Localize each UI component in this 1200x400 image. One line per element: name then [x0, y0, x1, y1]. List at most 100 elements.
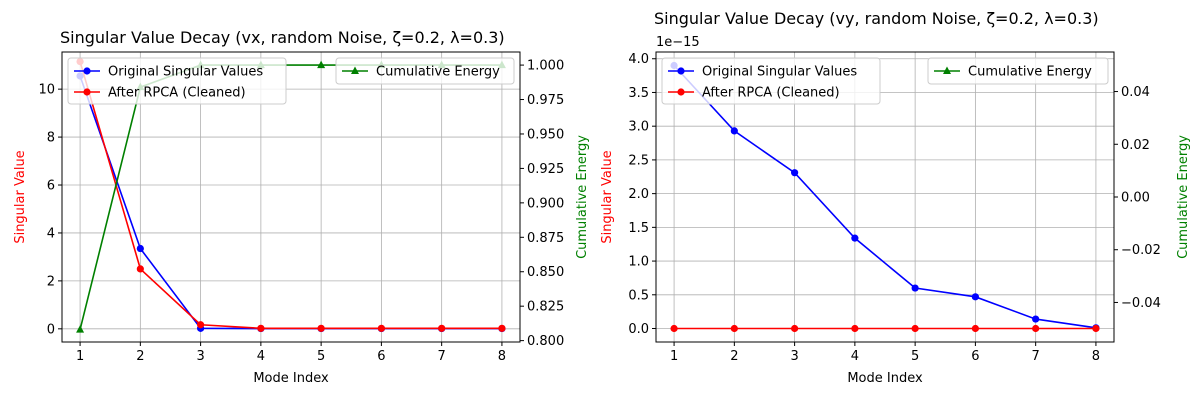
x-axis-label: Mode Index — [847, 371, 923, 386]
legend-box — [335, 57, 515, 85]
x-tick-label: 1 — [670, 349, 678, 364]
data-point-original — [911, 284, 919, 292]
data-point-original — [730, 127, 738, 135]
series-line-cleaned — [79, 61, 502, 330]
series-line-original — [673, 64, 1097, 329]
y-tick-label: 3.0 — [628, 120, 649, 135]
data-point-cleaned — [317, 324, 325, 332]
legend-marker — [943, 66, 951, 74]
chart-title: Singular Value Decay (vx, random Noise, … — [60, 28, 505, 47]
y2-tick-label: 0.875 — [527, 231, 564, 246]
y-offset-label: 1e−15 — [656, 35, 700, 50]
y2-tick-label: 0.925 — [527, 162, 564, 177]
y2-tick-label: 0.800 — [527, 334, 564, 349]
x-tick-label: 8 — [1092, 349, 1100, 364]
y2-tick-label: 0.04 — [1121, 85, 1150, 100]
data-point-energy — [317, 60, 326, 69]
data-point-cleaned — [197, 321, 205, 329]
y-tick-label: 3.5 — [628, 86, 649, 101]
x-tick-label: 4 — [257, 349, 265, 364]
y2-tick-label: 0.00 — [1121, 191, 1150, 206]
y-tick-label: 1.0 — [628, 255, 649, 270]
x-tick-label: 8 — [498, 349, 506, 364]
y-tick-label: 1.5 — [628, 221, 649, 236]
x-tick-label: 5 — [317, 349, 325, 364]
legend-marker — [351, 66, 359, 74]
legend-label: Cumulative Energy — [968, 65, 1092, 80]
chart-title: Singular Value Decay (vy, random Noise, … — [654, 9, 1099, 28]
y2-tick-label: −0.04 — [1121, 296, 1161, 311]
x-tick-label: 2 — [136, 349, 144, 364]
data-point-cleaned — [851, 324, 859, 333]
legend-label: Original Singular Values — [702, 65, 857, 80]
x-tick-label: 2 — [730, 349, 738, 364]
x-tick-label: 1 — [76, 349, 84, 364]
data-point-cleaned — [670, 324, 678, 333]
data-point-cleaned — [1032, 324, 1040, 333]
y-tick-label: 0.0 — [628, 322, 649, 337]
x-axis-label: Mode Index — [253, 371, 329, 386]
x-tick-label: 6 — [377, 349, 385, 364]
plot-frame — [61, 51, 521, 343]
y2-tick-label: 0.825 — [527, 300, 564, 315]
y2-tick-label: 0.900 — [527, 196, 564, 211]
y-tick-label: 0.5 — [628, 288, 649, 303]
legend-marker — [83, 88, 91, 96]
data-point-cleaned — [730, 324, 738, 333]
data-point-original — [791, 169, 799, 177]
data-point-cleaned — [1092, 324, 1100, 333]
x-tick-label: 3 — [790, 349, 798, 364]
y-tick-label: 4.0 — [628, 52, 649, 67]
legend-box — [927, 57, 1109, 85]
data-point-cleaned — [257, 324, 265, 332]
x-tick-label: 5 — [911, 349, 919, 364]
y-tick-label: 2 — [47, 274, 55, 289]
y-tick-label: 4 — [47, 226, 55, 241]
y-tick-label: 6 — [47, 179, 55, 194]
data-point-cleaned — [791, 324, 799, 333]
x-tick-label: 7 — [438, 349, 446, 364]
x-tick-label: 3 — [196, 349, 204, 364]
y2-axis-label: Cumulative Energy — [575, 135, 590, 259]
legend-left: Original Singular Values After RPCA (Clea… — [661, 57, 881, 105]
legend-marker — [83, 67, 91, 75]
legend-label: After RPCA (Cleaned) — [702, 86, 840, 101]
data-point-cleaned — [911, 324, 919, 333]
y2-tick-label: 0.850 — [527, 265, 564, 280]
y-tick-label: 10 — [38, 83, 55, 98]
legend-label: After RPCA (Cleaned) — [108, 86, 246, 101]
x-tick-label: 4 — [851, 349, 859, 364]
y2-axis-label: Cumulative Energy — [1176, 135, 1191, 259]
data-point-cleaned — [498, 324, 506, 332]
y-tick-label: 0 — [47, 322, 55, 337]
y-tick-label: 2.5 — [628, 153, 649, 168]
legend-left: Original Singular Values After RPCA (Clea… — [67, 57, 287, 105]
y2-tick-label: 1.000 — [527, 59, 564, 74]
legend-label: Original Singular Values — [108, 65, 263, 80]
legend-marker — [677, 67, 685, 75]
y2-tick-label: 0.975 — [527, 93, 564, 108]
data-point-original — [136, 244, 144, 253]
y2-tick-label: 0.950 — [527, 127, 564, 142]
data-point-original — [851, 234, 859, 242]
legend-label: Cumulative Energy — [376, 65, 500, 80]
series-line-original — [79, 75, 502, 330]
y-tick-label: 8 — [47, 131, 55, 146]
legend-box — [661, 57, 881, 105]
y-axis-label: Singular Value — [600, 150, 615, 243]
series-line-energy — [79, 64, 502, 330]
data-point-cleaned — [971, 324, 979, 333]
legend-marker — [677, 88, 685, 96]
data-point-original — [1032, 315, 1040, 323]
legend-right: Cumulative Energy — [335, 57, 515, 85]
chart-panel-1: 1 2 3 4 5 6 7 8 0 2 4 6 8 10 0.800 0.825 0.850 0.875 0.900… — [13, 28, 590, 386]
legend-box — [67, 57, 287, 105]
y2-tick-label: 0.02 — [1121, 138, 1150, 153]
legend-right: Cumulative Energy — [927, 57, 1109, 85]
chart-panel-2: 1 2 3 4 5 6 7 8 0.0 0.5 1.0 1.5 2.0 2.5 3.0 3.5 4.0 −0.04… — [600, 9, 1191, 386]
data-point-cleaned — [438, 324, 446, 332]
data-point-cleaned — [377, 324, 385, 332]
x-tick-label: 6 — [971, 349, 979, 364]
data-point-energy — [76, 325, 85, 333]
